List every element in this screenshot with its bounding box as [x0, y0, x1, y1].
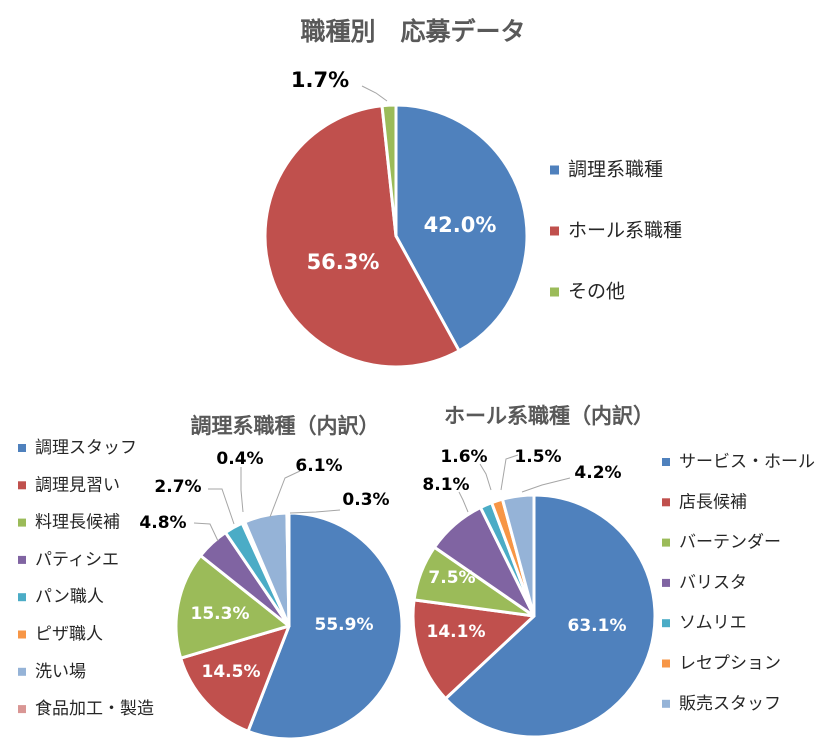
pie-slice-1 — [444, 493, 657, 739]
legend-label: バーテンダー — [679, 533, 781, 553]
data-label: 4.2% — [574, 463, 621, 483]
data-label: 4.8% — [139, 513, 186, 533]
leader-line — [208, 488, 235, 525]
pie-slice-3 — [380, 103, 398, 238]
leader-line — [240, 467, 244, 513]
data-label: 15.3% — [191, 604, 250, 624]
legend-swatch — [550, 226, 559, 236]
legend-label: バリスタ — [679, 573, 747, 593]
legend-label: 食品加工・製造 — [35, 699, 154, 719]
pie-chart-3 — [411, 454, 670, 739]
leader-line — [500, 454, 519, 491]
leader-line — [289, 509, 341, 514]
data-label: 2.7% — [154, 477, 201, 497]
data-label: 7.5% — [428, 568, 475, 588]
data-label: 56.3% — [307, 250, 380, 274]
legend-label: ソムリエ — [679, 613, 747, 633]
legend-swatch — [550, 287, 559, 297]
legend-label: サービス・ホール — [679, 452, 815, 472]
pie-slice-2 — [179, 624, 291, 733]
leader-line — [193, 522, 219, 542]
legend-swatch — [662, 458, 670, 466]
legend-label: 調理スタッフ — [35, 438, 137, 458]
pie-slice-1 — [246, 511, 404, 741]
leader-line — [521, 477, 571, 493]
leader-line — [458, 491, 469, 513]
pie-slice-3 — [174, 554, 291, 660]
data-label: 42.0% — [424, 213, 497, 237]
legend-label: パティシエ — [35, 550, 119, 570]
leader-line — [479, 463, 492, 491]
legend-swatch — [662, 538, 670, 547]
legend-label: 洗い場 — [35, 662, 86, 682]
legend-swatch — [18, 481, 26, 490]
data-label: 63.1% — [568, 616, 627, 636]
data-label: 14.1% — [427, 622, 486, 642]
pie-slice-7 — [500, 493, 536, 618]
legend-swatch — [662, 659, 670, 668]
data-label: 1.6% — [440, 447, 487, 467]
pie-slice-8 — [285, 511, 291, 628]
legend-label: 調理見習い — [35, 475, 120, 495]
legend-swatch — [18, 667, 26, 676]
legend-swatch — [662, 578, 670, 587]
legend-swatch — [18, 518, 26, 527]
legend-swatch — [662, 699, 670, 708]
chart-title: 調理系職種（内訳） — [191, 414, 380, 438]
legend-label: その他 — [568, 281, 625, 303]
chart-title: 職種別 応募データ — [300, 17, 525, 46]
pie-chart-1 — [263, 85, 559, 369]
data-label: 1.5% — [514, 447, 561, 467]
legend-swatch — [18, 593, 26, 602]
data-label: 0.3% — [342, 490, 389, 510]
data-label: 55.9% — [315, 615, 374, 635]
pie-chart-2 — [18, 444, 404, 741]
legend-label: ピザ職人 — [35, 625, 103, 645]
data-label: 1.7% — [291, 68, 349, 92]
data-label: 14.5% — [202, 662, 261, 682]
pie-slice-2 — [411, 598, 536, 701]
chart-title: ホール系職種（内訳） — [444, 404, 654, 428]
pie-slice-2 — [263, 104, 461, 369]
legend-swatch — [18, 630, 26, 639]
legend-label: レセプション — [679, 654, 781, 674]
data-label: 8.1% — [422, 475, 469, 495]
legend-label: 調理系職種 — [568, 159, 663, 181]
legend-label: パン職人 — [35, 587, 104, 607]
data-label: 6.1% — [295, 456, 342, 476]
pie-slice-1 — [394, 103, 529, 353]
leader-line — [269, 470, 301, 518]
data-label: 0.4% — [216, 449, 263, 469]
legend-swatch — [662, 498, 670, 507]
legend-swatch — [18, 444, 26, 452]
legend-swatch — [18, 705, 26, 714]
leader-line — [361, 85, 388, 102]
legend-label: 販売スタッフ — [679, 694, 781, 714]
legend-label: 店長候補 — [679, 492, 747, 512]
legend-swatch — [550, 165, 559, 175]
legend-swatch — [662, 619, 670, 628]
legend-swatch — [18, 555, 26, 564]
legend-label: 料理長候補 — [35, 513, 120, 533]
legend-label: ホール系職種 — [568, 220, 682, 242]
